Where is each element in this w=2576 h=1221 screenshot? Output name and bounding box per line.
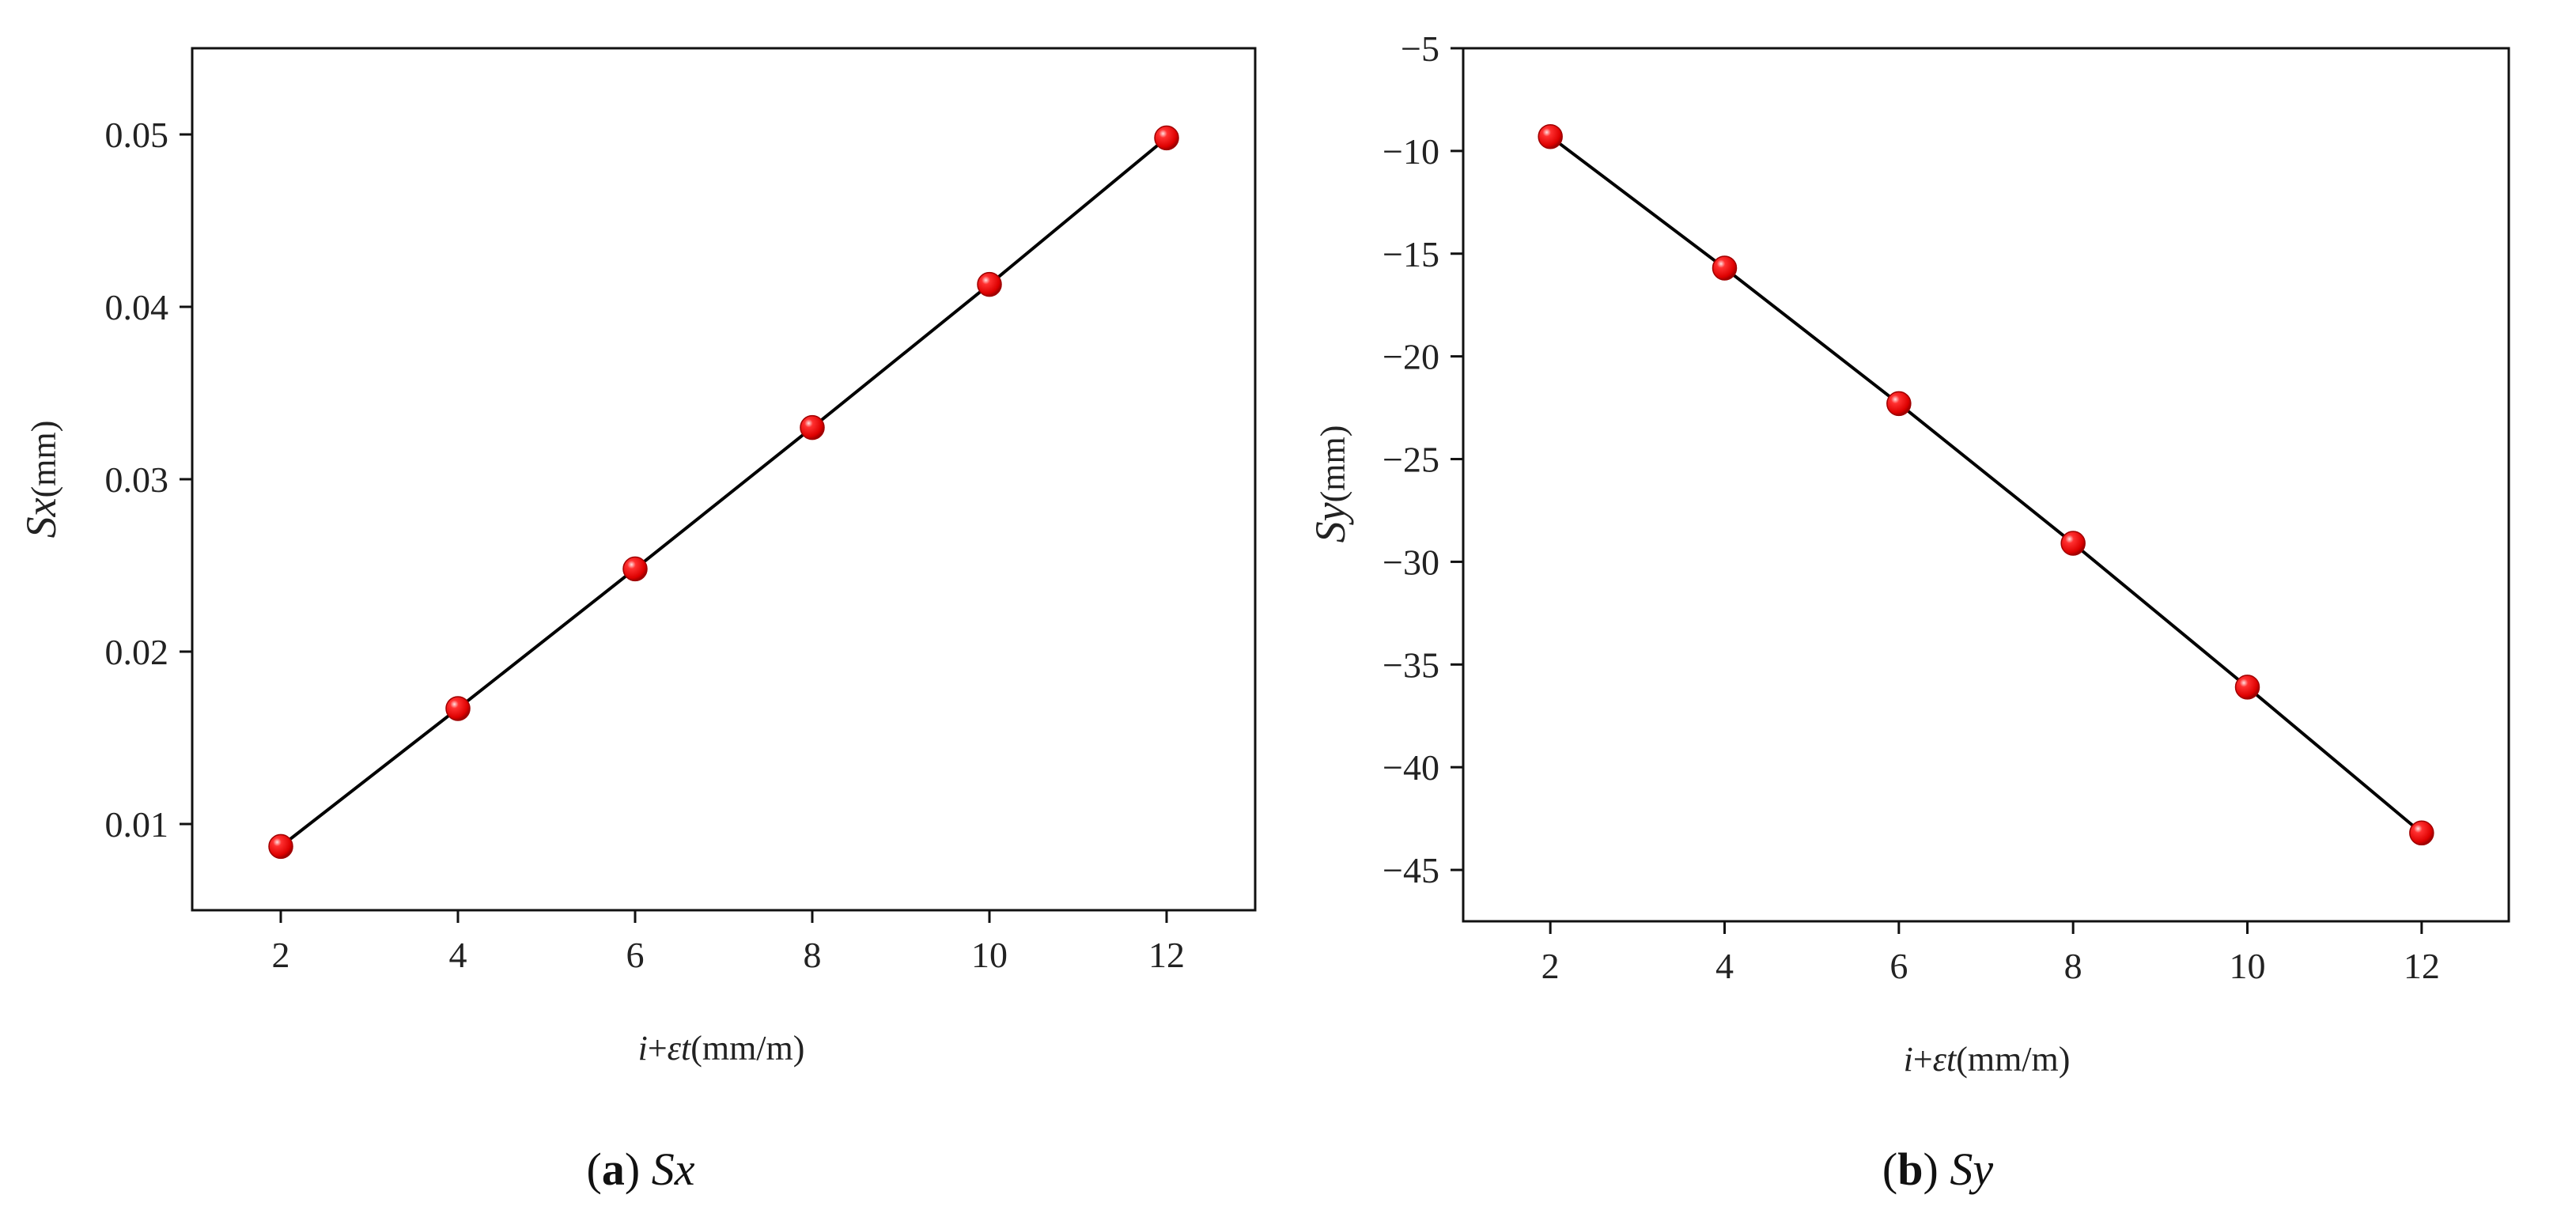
x-tick-label-a-3: 8 (804, 935, 822, 975)
series-line-a (279, 136, 1168, 848)
data-point-b-0 (1538, 123, 1563, 149)
y-tick-label-a-3: 0.04 (105, 287, 169, 327)
plot-frame-b (1462, 47, 2510, 923)
y-tick-label-b-6: −15 (1383, 234, 1439, 274)
x-tick-label-a-0: 2 (272, 935, 290, 975)
y-tick-label-a-1: 0.02 (105, 632, 169, 672)
x-tick-label-b-3: 8 (2064, 946, 2082, 986)
x-tick-label-a-2: 6 (626, 935, 645, 975)
data-point-a-4 (977, 271, 1002, 297)
data-point-b-5 (2409, 820, 2434, 846)
data-point-a-5 (1154, 125, 1179, 151)
y-tick-label-b-5: −20 (1383, 337, 1439, 377)
data-point-b-4 (2234, 675, 2260, 700)
series-polyline-b (1549, 135, 2423, 834)
caption-b: (b) Sy (1882, 1144, 1993, 1195)
data-point-a-1 (445, 696, 471, 721)
y-tick-label-a-4: 0.05 (105, 115, 169, 155)
y-tick-label-b-1: −40 (1383, 747, 1439, 788)
y-tick-label-b-8: −5 (1401, 28, 1439, 69)
y-tick-label-b-0: −45 (1383, 850, 1439, 890)
x-tick-label-b-4: 10 (2230, 946, 2266, 986)
caption-a: (a) Sx (587, 1144, 695, 1195)
axis-ticks-b: 2 4 6 8 10 12 −45 −40 −35 −30 −25 −20 −15 −10 −5 (1383, 28, 2440, 986)
x-axis-label-b: i+εt(mm/m) (1904, 1040, 2071, 1079)
y-axis-label-b: Sy(mm) (1307, 425, 1354, 543)
x-tick-label-b-1: 4 (1715, 946, 1734, 986)
series-polyline-a (279, 136, 1168, 848)
axis-ticks-a: 2 4 6 8 10 12 0.01 0.02 0.03 0.04 0.05 (105, 115, 1186, 975)
series-points-b (1538, 123, 2434, 846)
x-axis-label-a: i+εt(mm/m) (638, 1029, 805, 1068)
y-tick-label-b-4: −25 (1383, 440, 1439, 480)
y-tick-label-a-2: 0.03 (105, 459, 169, 500)
x-tick-label-a-5: 12 (1148, 935, 1185, 975)
data-point-b-3 (2060, 531, 2086, 556)
chart-panel-a: 2 4 6 8 10 12 0.01 0.02 0.03 0.04 0.05 Sx(mm) i+εt… (17, 47, 1257, 1195)
series-points-a (268, 125, 1179, 860)
y-axis-label-a: Sx(mm) (17, 421, 65, 539)
data-point-b-2 (1886, 391, 1912, 417)
x-tick-label-b-2: 6 (1889, 946, 1908, 986)
y-tick-label-b-3: −30 (1383, 542, 1439, 582)
x-tick-label-a-1: 4 (449, 935, 467, 975)
chart-panel-b: 2 4 6 8 10 12 −45 −40 −35 −30 −25 −20 −15 −10 −5 Sy(mm… (1307, 28, 2510, 1195)
plot-frame-a (191, 47, 1257, 912)
data-point-b-1 (1712, 255, 1738, 281)
y-tick-label-b-7: −10 (1383, 131, 1439, 172)
data-point-a-2 (622, 556, 648, 582)
y-tick-label-b-2: −35 (1383, 645, 1439, 685)
x-tick-label-b-0: 2 (1541, 946, 1560, 986)
data-point-a-0 (268, 834, 293, 860)
x-tick-label-a-4: 10 (971, 935, 1008, 975)
data-point-a-3 (800, 414, 825, 440)
series-line-b (1549, 135, 2423, 834)
y-tick-label-a-0: 0.01 (105, 804, 169, 845)
x-tick-label-b-5: 12 (2404, 946, 2440, 986)
